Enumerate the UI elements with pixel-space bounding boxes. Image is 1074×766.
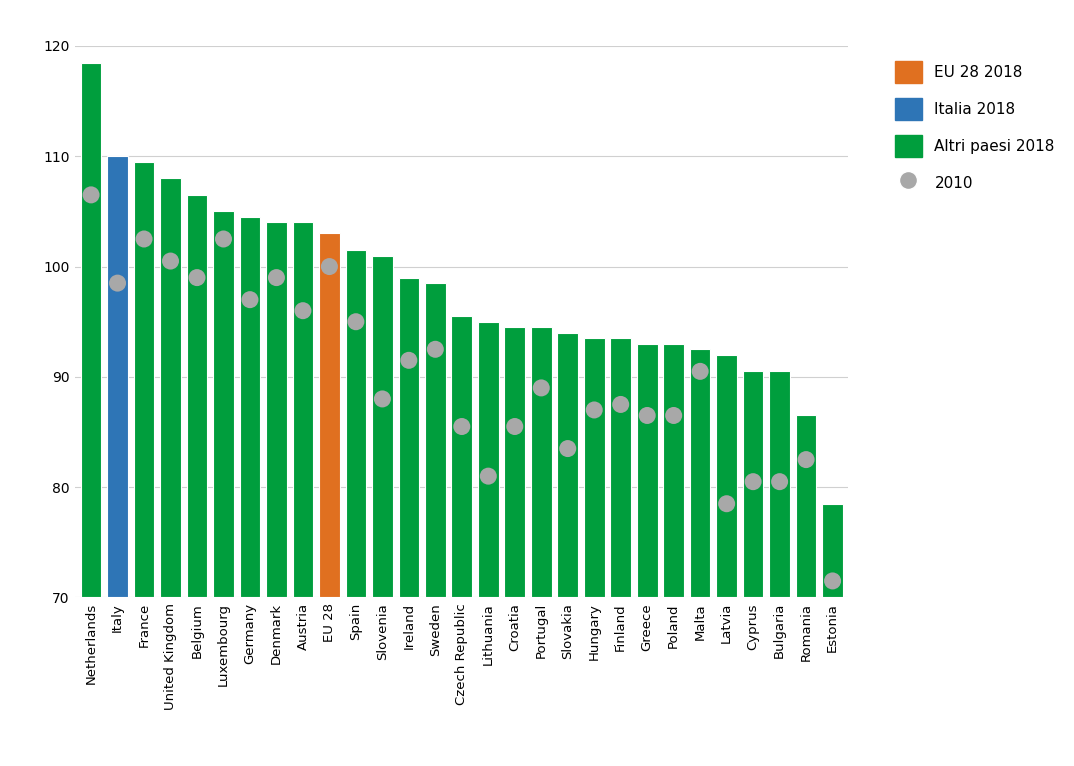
Point [585, 404, 603, 416]
Bar [266, 222, 287, 597]
Point [267, 271, 285, 283]
Bar [505, 327, 525, 597]
Bar [160, 178, 180, 597]
Bar [187, 195, 207, 597]
Point [771, 476, 788, 488]
Bar [584, 339, 605, 597]
Bar [107, 156, 128, 597]
Bar [637, 344, 657, 597]
Point [453, 421, 470, 433]
Point [83, 188, 100, 201]
Bar [743, 372, 764, 597]
Bar [292, 222, 314, 597]
Point [824, 574, 841, 587]
Bar [451, 316, 473, 597]
Point [401, 354, 418, 366]
Point [665, 409, 682, 421]
Point [560, 443, 577, 455]
Bar [213, 211, 234, 597]
Bar [610, 339, 632, 597]
Bar [372, 256, 393, 597]
Point [692, 365, 709, 378]
Bar [81, 63, 101, 597]
Point [506, 421, 523, 433]
Point [719, 498, 736, 510]
Point [639, 409, 656, 421]
Bar [531, 327, 552, 597]
Point [744, 476, 761, 488]
Bar [664, 344, 684, 597]
Point [135, 233, 153, 245]
Bar [716, 355, 737, 597]
Bar [425, 283, 446, 597]
Bar [133, 162, 155, 597]
Point [426, 343, 444, 355]
Point [480, 470, 497, 483]
Point [798, 453, 815, 466]
Bar [346, 250, 366, 597]
Point [108, 277, 126, 290]
Bar [823, 504, 843, 597]
Point [612, 398, 629, 411]
Bar [796, 415, 816, 597]
Point [321, 260, 338, 273]
Point [162, 255, 179, 267]
Bar [769, 372, 790, 597]
Legend: EU 28 2018, Italia 2018, Altri paesi 2018, 2010: EU 28 2018, Italia 2018, Altri paesi 201… [887, 54, 1062, 201]
Point [215, 233, 232, 245]
Bar [398, 277, 419, 597]
Bar [557, 332, 578, 597]
Bar [478, 322, 498, 597]
Bar [690, 349, 711, 597]
Point [188, 271, 205, 283]
Bar [240, 217, 260, 597]
Point [242, 293, 259, 306]
Point [347, 316, 364, 328]
Bar [319, 234, 339, 597]
Point [533, 381, 550, 394]
Point [294, 305, 311, 317]
Point [374, 393, 391, 405]
